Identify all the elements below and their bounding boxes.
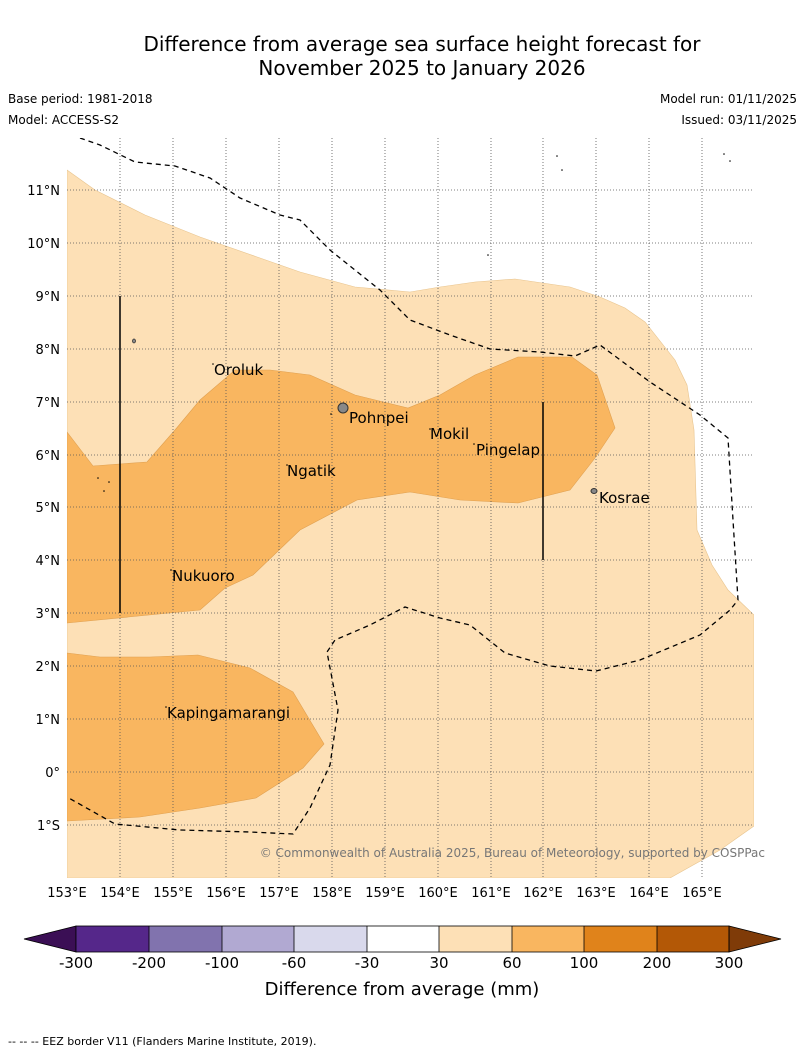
lon-tick: 156°E [206, 886, 246, 901]
colorbar-tick: 300 [715, 954, 744, 972]
lat-tick: 1°S [37, 819, 60, 834]
label-pohnpei: Pohnpei [349, 409, 409, 427]
lon-tick: 164°E [629, 886, 669, 901]
colorbar-bin [512, 926, 584, 952]
colorbar-bin [76, 926, 149, 952]
colorbar-bin [149, 926, 222, 952]
title-line-2: November 2025 to January 2026 [258, 56, 586, 80]
colorbar-dividers [148, 926, 658, 952]
label-kosrae: Kosrae [599, 489, 650, 507]
anomaly-region-60-100-south [67, 652, 325, 822]
model-name: Model: ACCESS-S2 [8, 113, 120, 127]
lat-tick: 8°N [36, 343, 61, 358]
lon-tick: 155°E [153, 886, 193, 901]
lat-tick: 7°N [36, 396, 61, 411]
lat-tick: 11°N [27, 184, 60, 199]
lon-tick: 158°E [312, 886, 352, 901]
lon-tick: 154°E [100, 886, 140, 901]
lat-tick: 0° [45, 766, 60, 781]
colorbar-tick: 100 [570, 954, 599, 972]
anomaly-region-60-100-north [67, 356, 616, 624]
lon-tick: 153°E [47, 886, 87, 901]
lon-tick: 159°E [365, 886, 405, 901]
lat-tick: 9°N [36, 290, 61, 305]
lat-tick: 2°N [36, 660, 61, 675]
colorbar-tick: -60 [282, 954, 307, 972]
base-period: Base period: 1981-2018 [8, 92, 153, 106]
lat-tick: 6°N [36, 449, 61, 464]
small-island [132, 338, 136, 344]
title-line-1: Difference from average sea surface heig… [143, 32, 701, 56]
eez-legend-note: -- -- -- EEZ border V11 (Flanders Marine… [8, 1035, 317, 1048]
lon-tick: 160°E [418, 886, 458, 901]
colorbar-tick: -200 [132, 954, 166, 972]
lat-tick: 1°N [36, 713, 61, 728]
colorbar-tick: 200 [643, 954, 672, 972]
lat-tick: 4°N [36, 554, 61, 569]
lon-tick: 165°E [682, 886, 722, 901]
map-title: Difference from average sea surface heig… [0, 32, 804, 80]
colorbar-tick: -300 [59, 954, 93, 972]
label-mokil: Mokil [430, 425, 469, 443]
label-pingelap: Pingelap [476, 441, 540, 459]
model-run: Model run: 01/11/2025 [659, 92, 797, 106]
lat-axis: 11°N 10°N 9°N 8°N 7°N 6°N 5°N 4°N 3°N 2°… [27, 184, 60, 834]
colorbar-bin [657, 926, 729, 952]
colorbar-tick: -30 [355, 954, 380, 972]
colorbar: -300 -200 -100 -60 -30 30 60 100 200 300… [23, 925, 782, 1000]
lon-tick: 161°E [471, 886, 511, 901]
lat-tick: 10°N [27, 237, 60, 252]
colorbar-extend-low [23, 925, 77, 953]
lat-tick: 3°N [36, 607, 61, 622]
lon-tick: 157°E [259, 886, 299, 901]
label-kapingamarangi: Kapingamarangi [167, 704, 290, 722]
colorbar-tick: -100 [205, 954, 239, 972]
kosrae-island [590, 488, 598, 494]
colorbar-title: Difference from average (mm) [265, 979, 540, 1000]
colorbar-bin [439, 926, 512, 952]
label-nukuoro: Nukuoro [172, 567, 235, 585]
copyright-notice: © Commonwealth of Australia 2025, Bureau… [260, 846, 765, 860]
colorbar-tick: 30 [429, 954, 448, 972]
grid-lines [67, 138, 754, 878]
colorbar-bin [584, 926, 657, 952]
colorbar-bin [367, 926, 439, 952]
lon-axis: 153°E 154°E 155°E 156°E 157°E 158°E 159°… [47, 886, 722, 901]
label-ngatik: Ngatik [287, 462, 336, 480]
pohnpei-island [337, 402, 349, 414]
lon-tick: 163°E [576, 886, 616, 901]
colorbar-bin [222, 926, 294, 952]
lon-tick: 162°E [523, 886, 563, 901]
colorbar-bin [294, 926, 367, 952]
colorbar-extend-high [728, 925, 782, 953]
lat-tick: 5°N [36, 501, 61, 516]
eez-border [67, 138, 739, 835]
issued-date: Issued: 03/11/2025 [681, 113, 797, 127]
label-oroluk: Oroluk [214, 361, 263, 379]
colorbar-tick: 60 [502, 954, 521, 972]
atoll-dots [97, 153, 731, 708]
